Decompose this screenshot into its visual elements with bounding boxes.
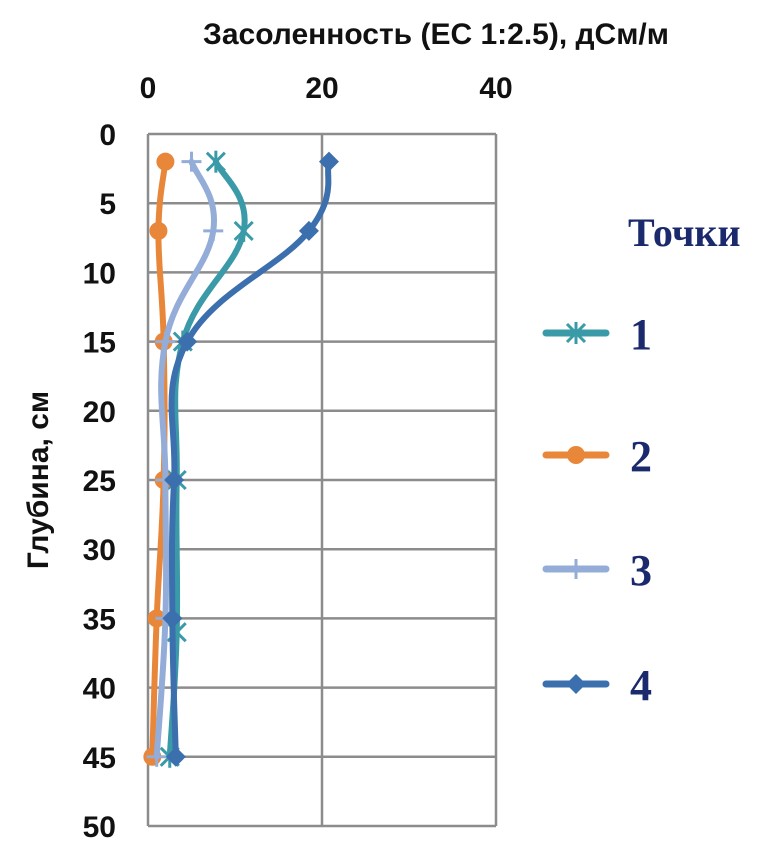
data-point-3-0 bbox=[181, 151, 202, 172]
tick-labels: 0 5 10 15 20 25 30 35 40 45 50 0 20 40 bbox=[83, 72, 513, 842]
y-tick-label: 10 bbox=[83, 257, 116, 290]
data-point-3-1 bbox=[203, 220, 224, 241]
legend-marker bbox=[565, 322, 587, 344]
chart-title: Засоленность (EC 1:2.5), дСм/м bbox=[203, 18, 669, 51]
data-point-2-1 bbox=[149, 221, 168, 240]
gridlines bbox=[146, 132, 498, 828]
x-tick-label: 40 bbox=[479, 72, 512, 105]
legend-marker bbox=[567, 446, 585, 464]
data-point-4-2 bbox=[177, 331, 198, 352]
data-point-2-0 bbox=[156, 152, 175, 171]
data-point-4-0 bbox=[318, 151, 339, 172]
y-tick-label: 15 bbox=[83, 327, 116, 360]
legend-marker bbox=[566, 559, 586, 579]
y-axis-label: Глубина, см bbox=[22, 391, 55, 569]
y-tick-label: 30 bbox=[83, 534, 116, 567]
x-tick-label: 20 bbox=[305, 72, 338, 105]
legend-label: 4 bbox=[630, 661, 652, 710]
legend-item-1: 1 bbox=[542, 310, 652, 359]
series-4 bbox=[162, 151, 339, 767]
y-tick-label: 25 bbox=[83, 465, 116, 498]
y-tick-label: 45 bbox=[83, 742, 116, 775]
y-tick-label: 40 bbox=[83, 673, 116, 706]
series-line-4 bbox=[168, 158, 332, 760]
data-point-4-1 bbox=[298, 220, 319, 241]
data-point-1-0 bbox=[205, 150, 226, 173]
y-tick-label: 35 bbox=[83, 603, 116, 636]
data-point-3-5 bbox=[146, 746, 167, 767]
data-point-4-3 bbox=[164, 470, 185, 490]
series-lines bbox=[143, 150, 339, 768]
y-tick-label: 50 bbox=[83, 811, 116, 842]
series-line-3 bbox=[153, 158, 218, 760]
x-tick-label: 0 bbox=[140, 72, 157, 105]
data-point-1-1 bbox=[233, 219, 254, 242]
legend-item-3: 3 bbox=[542, 546, 652, 595]
data-point-3-2 bbox=[155, 331, 176, 352]
legend: 1 2 3 4 bbox=[542, 310, 652, 710]
data-point-4-5 bbox=[165, 746, 186, 767]
legend-title: Точки bbox=[628, 210, 741, 255]
y-tick-label: 20 bbox=[83, 396, 116, 429]
legend-label: 1 bbox=[630, 310, 652, 359]
legend-label: 2 bbox=[630, 432, 652, 481]
y-tick-label: 5 bbox=[99, 188, 116, 221]
y-tick-label: 0 bbox=[99, 119, 116, 152]
legend-item-4: 4 bbox=[542, 661, 652, 710]
data-point-4-4 bbox=[162, 608, 183, 629]
legend-item-2: 2 bbox=[542, 432, 652, 481]
legend-marker bbox=[566, 674, 586, 694]
legend-label: 3 bbox=[630, 546, 652, 595]
